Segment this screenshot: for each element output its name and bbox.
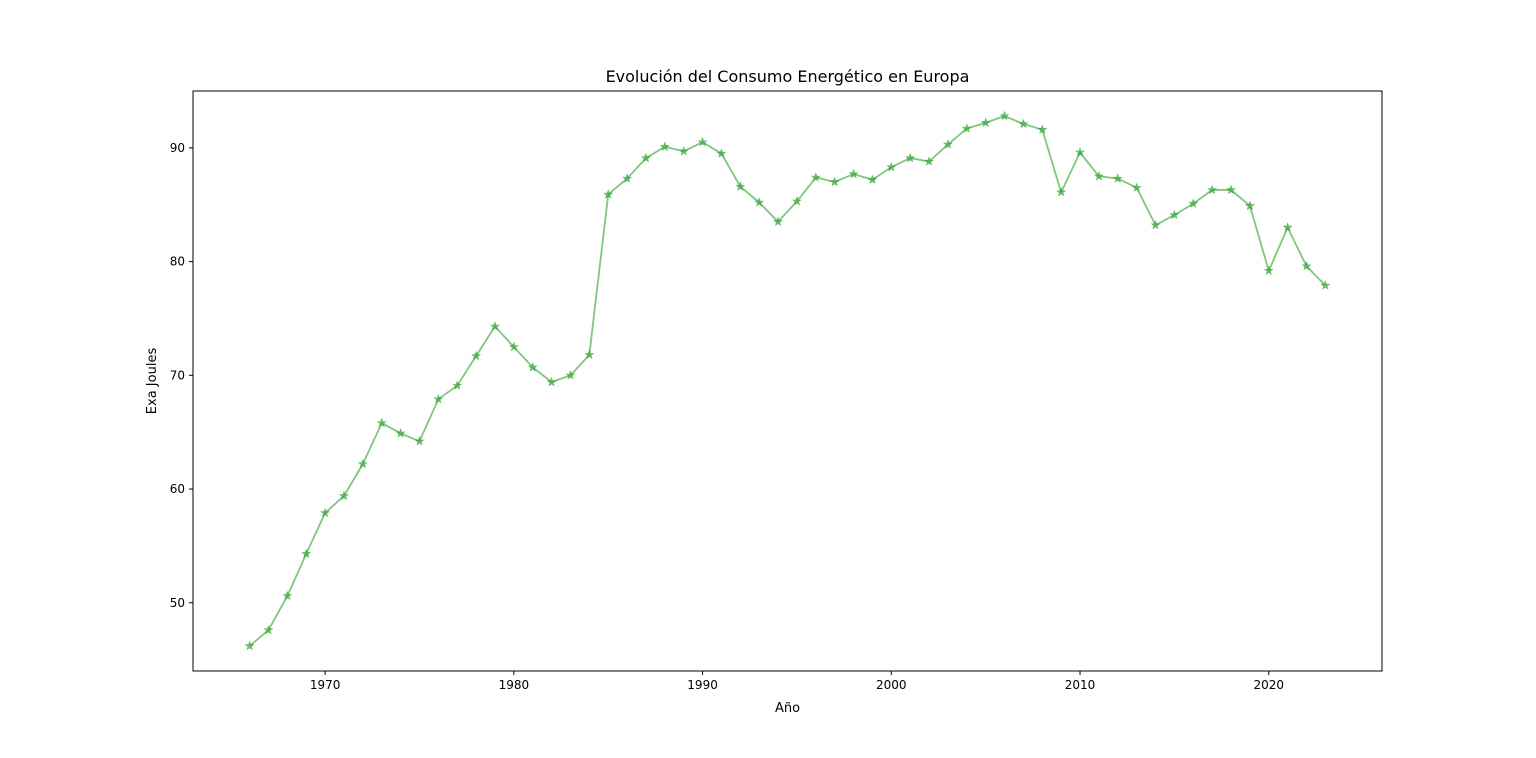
data-point (942, 139, 954, 149)
data-point (301, 548, 312, 559)
data-point (320, 507, 331, 518)
data-point (282, 590, 293, 601)
data-point (1093, 170, 1105, 181)
data-point (263, 624, 274, 635)
data-point (791, 195, 803, 206)
data-point (810, 172, 821, 182)
data-point (584, 349, 595, 360)
data-point (1037, 124, 1048, 134)
data-point (678, 145, 689, 156)
y-tick-label: 90 (170, 141, 185, 155)
x-axis-label: Año (775, 701, 800, 716)
data-point (1056, 186, 1067, 197)
data-point (489, 321, 501, 331)
data-point (1169, 209, 1180, 220)
data-point (716, 148, 727, 158)
data-point (1225, 184, 1237, 195)
data-point (1074, 147, 1086, 157)
data-point (244, 640, 255, 651)
data-point (338, 490, 350, 501)
data-point (621, 173, 633, 183)
data-point (659, 141, 670, 152)
data-point (848, 168, 859, 179)
data-point (961, 123, 972, 133)
data-point (376, 417, 387, 428)
data-point (754, 197, 765, 207)
data-point (1150, 219, 1161, 230)
data-point (357, 458, 368, 469)
x-tick-label: 1980 (499, 678, 530, 692)
y-tick-label: 80 (170, 255, 185, 269)
data-point (735, 181, 746, 191)
data-point (999, 110, 1010, 121)
x-tick-label: 2020 (1253, 678, 1284, 692)
data-point (433, 393, 444, 404)
data-point (886, 161, 897, 172)
series-line (249, 115, 1327, 647)
data-point (546, 376, 557, 387)
data-point (1112, 173, 1123, 183)
y-tick-label: 60 (170, 482, 185, 496)
data-point (395, 427, 406, 438)
y-tick-label: 70 (170, 368, 185, 382)
data-point (471, 350, 482, 361)
axes-frame (192, 90, 1383, 672)
data-point (1131, 182, 1142, 192)
x-tick-label: 1990 (687, 678, 718, 692)
data-point (829, 176, 840, 187)
data-point (980, 117, 991, 128)
x-tick-label: 2010 (1065, 678, 1096, 692)
y-tick-label: 50 (170, 596, 185, 610)
data-point (1282, 222, 1293, 232)
x-tick-label: 1970 (310, 678, 341, 692)
data-point (527, 361, 538, 372)
data-point (1188, 198, 1199, 208)
data-point (452, 380, 463, 390)
data-point (1263, 265, 1274, 276)
data-point (697, 136, 708, 147)
data-point (640, 152, 652, 163)
y-axis-label: Exa Joules (145, 348, 160, 415)
data-point (1244, 200, 1255, 211)
data-point (1320, 280, 1331, 290)
data-point (1207, 184, 1218, 195)
data-point (923, 156, 935, 166)
plot-area: 1970 1980 1990 2000 2010 2020 50 60 70 80 90 (170, 90, 1383, 692)
data-point (565, 369, 576, 380)
data-point (905, 152, 916, 163)
data-point (772, 216, 784, 227)
data-point (508, 341, 519, 352)
x-tick-label: 2000 (876, 678, 907, 692)
data-point (414, 435, 425, 446)
data-point (1018, 118, 1029, 129)
data-point (603, 189, 614, 199)
data-point (867, 174, 878, 185)
chart-title: Evolución del Consumo Energético en Euro… (606, 67, 970, 86)
data-point (1301, 260, 1312, 271)
